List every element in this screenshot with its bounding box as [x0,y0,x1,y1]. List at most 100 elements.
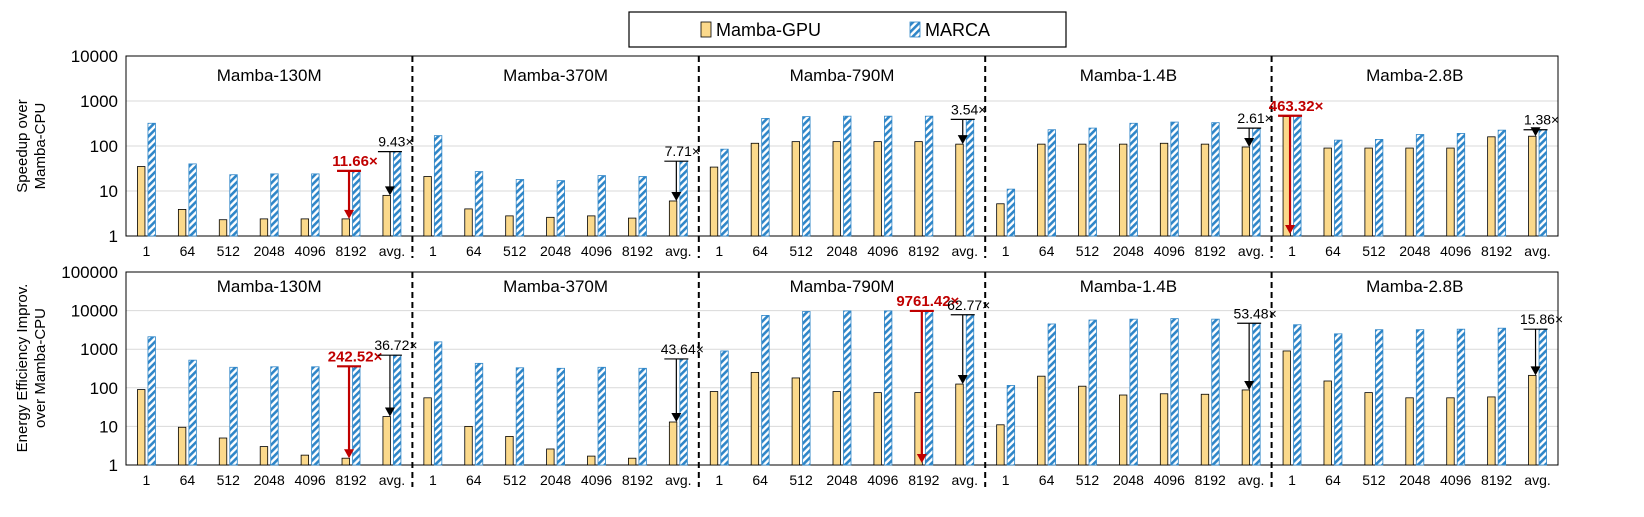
energy-xtick-label: avg. [379,472,405,488]
speedup-xtick-label: 512 [789,243,813,259]
speedup-bar-gpu [832,141,841,237]
energy-xtick-label: 512 [1076,472,1100,488]
speedup-bar-gpu [423,176,432,237]
speedup-annotation-label: 11.66× [332,153,378,170]
speedup-bar-marca [147,122,156,237]
energy-annotation-arrowhead [1530,366,1541,376]
speedup-bar-gpu [259,218,269,237]
speedup-bar-marca [884,115,893,237]
speedup-bar-gpu [1159,142,1169,237]
energy-xtick-label: 2048 [826,472,857,488]
energy-bar-gpu [300,454,310,466]
energy-bar-gpu [1037,375,1046,466]
speedup-bar-gpu [791,141,800,237]
energy-bar-gpu [668,421,678,466]
energy-bar-marca [1456,328,1466,466]
speedup-xtick-label: 1 [715,243,723,259]
legend-marca-swatch [909,21,921,38]
energy-bar-marca [474,362,484,466]
speedup-ytick: 1000 [80,92,118,111]
speedup-bar-marca [188,163,197,237]
energy-annotation-arrowhead [384,407,395,417]
speedup-annotation-arrowhead [1244,138,1255,148]
energy-bar-gpu [423,397,432,466]
energy-bar-marca [1129,318,1138,466]
energy-ylabel-line1: Energy Efficiency Improv. [14,284,31,453]
speedup-xtick-label: 64 [1325,243,1341,259]
energy-bar-marca [352,365,361,466]
speedup-bar-gpu [505,215,514,237]
speedup-xtick-label: 2048 [1399,243,1430,259]
energy-bar-marca [1497,327,1507,466]
energy-bar-marca [965,314,975,466]
energy-xtick-label: 8192 [908,472,939,488]
energy-annotation-label: 36.72× [374,337,417,353]
energy-xtick-label: 4096 [581,472,612,488]
speedup-bar-gpu [137,166,146,237]
energy-bar-gpu [1446,397,1455,466]
energy-bar-marca [229,366,238,466]
energy-bar-gpu [382,416,391,466]
energy-model-title: Mamba-130M [217,277,322,296]
speedup-bar-marca [679,160,688,237]
energy-bar-gpu [873,392,882,466]
speedup-xtick-label: 4096 [1440,243,1471,259]
speedup-bar-gpu [873,141,882,237]
energy-bar-gpu [218,437,228,466]
speedup-bar-gpu [628,217,637,237]
speedup-bar-marca [843,115,852,237]
energy-bar-gpu [1241,389,1251,466]
energy-xtick-label: 8192 [335,472,366,488]
energy-xtick-label: 512 [789,472,813,488]
speedup-bar-gpu [1078,143,1087,237]
speedup-xtick-label: 1 [143,243,151,259]
speedup-ylabel-line2: Mamba-CPU [32,103,49,190]
energy-annotation-arrowhead [916,454,927,463]
energy-xtick-label: 64 [466,472,482,488]
speedup-model-title: Mamba-130M [217,66,322,85]
energy-bar-gpu [137,389,146,466]
energy-annotation-arrowhead [957,375,968,385]
energy-bar-marca [761,315,770,466]
energy-xtick-label: 2048 [254,472,285,488]
speedup-bar-gpu [1241,146,1251,237]
speedup-xtick-label: 8192 [335,243,366,259]
energy-xtick-label: 1 [1288,472,1296,488]
energy-xtick-label: 512 [217,472,241,488]
energy-bar-marca [147,336,156,466]
speedup-annotation-label: 7.71× [665,143,700,159]
energy-bar-gpu [341,457,350,466]
speedup-xtick-label: 64 [1039,243,1055,259]
energy-bar-gpu [464,425,473,466]
energy-annotation-arrowhead [671,413,682,423]
speedup-bar-marca [1170,121,1179,237]
speedup-xtick-label: 1 [1288,243,1296,259]
speedup-xtick-label: 64 [180,243,196,259]
legend-box [628,11,1067,48]
speedup-bar-gpu [996,203,1005,237]
energy-bar-gpu [1119,394,1128,466]
speedup-bar-marca [474,171,484,237]
energy-ytick: 100 [90,379,118,398]
speedup-xtick-label: 8192 [622,243,653,259]
speedup-model-title: Mamba-790M [790,66,895,85]
legend: Mamba-GPU MARCA [628,11,1067,48]
speedup-xtick-label: 1 [429,243,437,259]
energy-xtick-label: 64 [1039,472,1055,488]
energy-bar-marca [884,310,893,466]
energy-annotation-label: 242.52× [328,348,383,365]
speedup-bar-gpu [750,142,760,237]
speedup-annotation-label: 463.32× [1269,98,1324,115]
energy-bar-marca [1006,385,1016,466]
energy-bar-marca [720,350,729,466]
energy-bar-marca [515,367,525,466]
energy-bar-gpu [1487,396,1496,466]
energy-annotation-arrowhead [344,449,355,459]
speedup-annotation-label: 1.38× [1524,112,1559,128]
speedup-bar-marca [802,116,811,237]
speedup-bar-marca [311,173,320,237]
speedup-annotation-arrowhead [1530,127,1541,137]
energy-annotation-arrowhead [1244,380,1255,390]
legend-gpu-swatch [700,21,712,38]
energy-bar-marca [393,354,402,466]
